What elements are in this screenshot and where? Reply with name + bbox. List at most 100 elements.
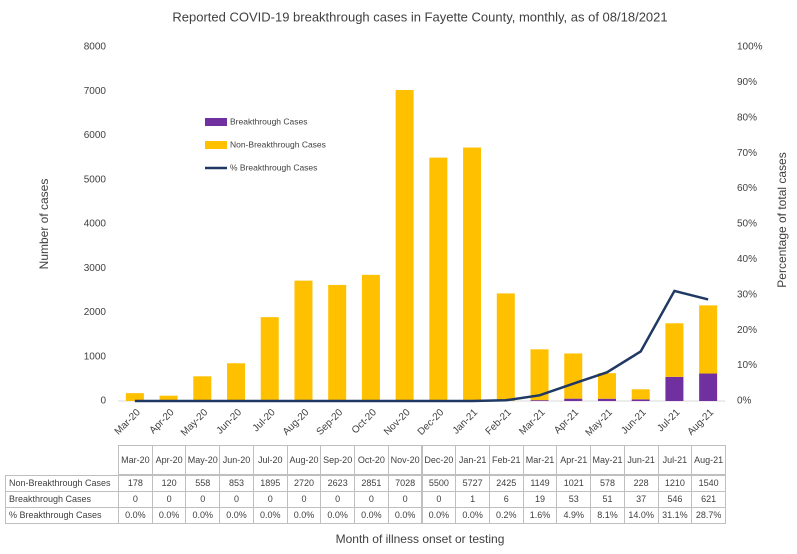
table-cell: 0 xyxy=(252,491,288,508)
y2-tick-label: 80% xyxy=(737,112,757,123)
table-cell: 0.0% xyxy=(185,507,221,524)
table-header-cell: Aug-21 xyxy=(691,445,726,475)
table-row-label: Non-Breakthrough Cases xyxy=(5,475,119,492)
table-cell: 2720 xyxy=(286,475,322,492)
table-cell: 0.0% xyxy=(118,507,153,524)
table-cell: 31.1% xyxy=(657,507,693,524)
legend-label: Non-Breakthrough Cases xyxy=(230,139,326,149)
table-cell: 1540 xyxy=(691,475,726,492)
table-cell: 0 xyxy=(118,491,153,508)
table-cell: 1.6% xyxy=(522,507,558,524)
bar xyxy=(125,393,144,401)
y-tick-label: 4000 xyxy=(84,219,107,230)
table-cell: 0 xyxy=(185,491,221,508)
bar xyxy=(530,400,549,401)
table-header-cell: Mar-21 xyxy=(522,445,558,475)
x-tick-label: Oct-20 xyxy=(350,407,379,436)
y-tick-label: 6000 xyxy=(84,130,107,141)
bar xyxy=(294,280,313,401)
table-cell: 0 xyxy=(387,491,423,508)
table-cell: 28.7% xyxy=(691,507,726,524)
y2-tick-label: 30% xyxy=(737,289,757,300)
table-header-cell: May-20 xyxy=(185,445,221,475)
table-header-cell: Jul-20 xyxy=(252,445,288,475)
table-cell: 1210 xyxy=(657,475,693,492)
bar xyxy=(260,317,279,401)
table-cell: 0 xyxy=(151,491,187,508)
bar xyxy=(597,398,616,401)
bar xyxy=(463,147,482,401)
table-cell: 51 xyxy=(590,491,625,508)
legend-swatch xyxy=(205,141,227,149)
table-cell: 5500 xyxy=(421,475,457,492)
y-tick-label: 5000 xyxy=(84,174,107,185)
table-cell: 1149 xyxy=(522,475,558,492)
x-tick-label: May-21 xyxy=(584,407,616,439)
table-header-cell: Mar-20 xyxy=(118,445,153,475)
table-cell: 6 xyxy=(488,491,524,508)
table-cell: 0.0% xyxy=(219,507,254,524)
bar xyxy=(227,363,246,401)
table-header-cell: Nov-20 xyxy=(387,445,423,475)
bar xyxy=(429,157,448,401)
bar xyxy=(564,353,583,399)
legend-label: Breakthrough Cases xyxy=(230,116,308,126)
x-tick-label: Jan-21 xyxy=(451,407,481,437)
table-header-cell: Feb-21 xyxy=(488,445,524,475)
table-cell: 0 xyxy=(320,491,356,508)
x-tick-label: Jul-20 xyxy=(251,407,278,434)
table-header-cell: Jun-20 xyxy=(219,445,254,475)
table-cell: 0.0% xyxy=(151,507,187,524)
table-cell: 53 xyxy=(556,491,592,508)
table-cell: 2851 xyxy=(354,475,389,492)
bar xyxy=(530,349,549,401)
bar xyxy=(665,323,684,377)
bar xyxy=(699,373,718,401)
y2-tick-label: 60% xyxy=(737,183,757,194)
bar xyxy=(395,90,414,402)
table-cell: 2623 xyxy=(320,475,356,492)
table-cell: 8.1% xyxy=(590,507,625,524)
table-cell: 0 xyxy=(286,491,322,508)
y-tick-label: 1000 xyxy=(84,351,107,362)
bar xyxy=(631,399,650,401)
x-tick-label: Sep-20 xyxy=(315,407,346,438)
table-cell: 578 xyxy=(590,475,625,492)
table-cell: 228 xyxy=(623,475,659,492)
table-cell: 14.0% xyxy=(623,507,659,524)
table-cell: 546 xyxy=(657,491,693,508)
table-cell: 0 xyxy=(354,491,389,508)
y2-tick-label: 70% xyxy=(737,148,757,159)
y2-tick-label: 90% xyxy=(737,77,757,88)
y2-tick-label: 20% xyxy=(737,325,757,336)
table-header-cell: Jun-21 xyxy=(623,445,659,475)
table-cell: 4.9% xyxy=(556,507,592,524)
table-cell: 37 xyxy=(623,491,659,508)
x-tick-label: May-20 xyxy=(179,407,211,439)
table-cell: 0.0% xyxy=(286,507,322,524)
x-tick-label: Jul-21 xyxy=(655,407,682,434)
y2-tick-label: 40% xyxy=(737,254,757,265)
bar xyxy=(665,376,684,401)
bar xyxy=(159,395,178,401)
table-header-cell: Jan-21 xyxy=(455,445,490,475)
table-cell: 0.0% xyxy=(320,507,356,524)
bar xyxy=(193,376,212,401)
x-tick-label: Dec-20 xyxy=(416,407,447,438)
table-header-cell: Apr-21 xyxy=(556,445,592,475)
table-header-cell: Sep-20 xyxy=(320,445,356,475)
table-header-cell: Jul-21 xyxy=(657,445,693,475)
y2-tick-label: 50% xyxy=(737,219,757,230)
table-cell: 5727 xyxy=(455,475,490,492)
table-cell: 621 xyxy=(691,491,726,508)
y2-tick-label: 0% xyxy=(737,396,752,407)
table-cell: 0.2% xyxy=(488,507,524,524)
x-axis-title: Month of illness onset or testing xyxy=(336,532,505,546)
x-tick-label: Nov-20 xyxy=(382,407,413,438)
x-tick-label: Aug-21 xyxy=(686,407,717,438)
x-tick-label: Feb-21 xyxy=(484,407,514,437)
legend-label: % Breakthrough Cases xyxy=(230,162,317,172)
table-header-cell: May-21 xyxy=(590,445,625,475)
bar xyxy=(597,373,616,399)
